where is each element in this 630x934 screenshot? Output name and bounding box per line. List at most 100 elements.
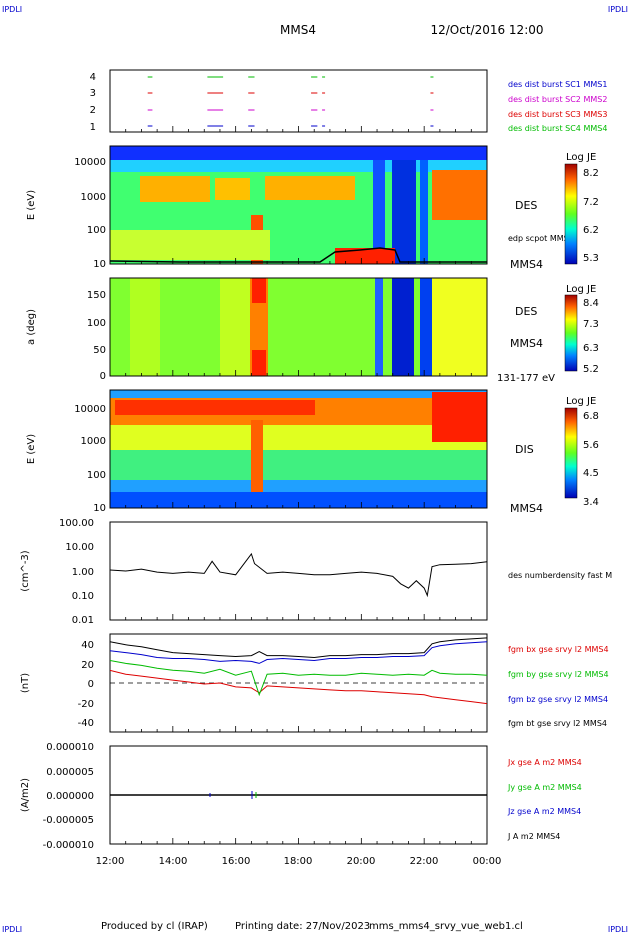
current-ylabel: (A/m2) bbox=[20, 778, 31, 812]
burst-legend-mms1: des dist burst SC1 MMS1 bbox=[508, 80, 607, 89]
des-energy-dropout-3 bbox=[420, 160, 428, 264]
pitch-ytick-0: 0 bbox=[100, 371, 106, 382]
x-tick-1200: 12:00 bbox=[96, 856, 125, 867]
dis-cbar-tick-2: 4.5 bbox=[583, 468, 599, 479]
fgm-bz-line bbox=[110, 641, 487, 664]
current-ytick-1: 0.000005 bbox=[46, 767, 94, 778]
fgm-panel: (nT) 40 20 0 -20 -40 fgm bx gse srvy l2 … bbox=[20, 633, 609, 733]
pitch-cbar-tick-2: 6.3 bbox=[583, 343, 599, 354]
current-ytick-0: 0.000010 bbox=[46, 742, 94, 753]
scpot-line bbox=[110, 247, 487, 263]
fgm-bx-line bbox=[110, 669, 487, 705]
current-legend-jy: Jy gse A m2 MMS4 bbox=[507, 783, 582, 792]
dis-cbar-label: Log JE bbox=[566, 396, 596, 407]
density-panel: (cm^-3) 100.00 10.00 1.00 0.10 0.01 des … bbox=[20, 518, 612, 626]
pitch-ylabel: a (deg) bbox=[26, 309, 37, 345]
fgm-bt-line bbox=[110, 637, 487, 659]
dis-cbar-tick-0: 6.8 bbox=[583, 411, 599, 422]
fgm-ytick-m20: -20 bbox=[78, 699, 94, 710]
dis-colorbar bbox=[564, 407, 578, 499]
density-ytick-10: 10.00 bbox=[65, 542, 94, 553]
fgm-legend-bx: fgm bx gse srvy l2 MMS4 bbox=[508, 645, 609, 654]
des-energy-top-band bbox=[110, 146, 487, 160]
burst-legend-mms3: des dist burst SC3 MMS3 bbox=[508, 110, 607, 119]
footer-script: mms_mms4_srvy_vue_web1.cl bbox=[369, 921, 523, 932]
x-tick-1400: 14:00 bbox=[159, 856, 188, 867]
dis-right-label: DIS bbox=[515, 443, 534, 456]
pitch-hot-core-bot bbox=[252, 350, 266, 376]
pitch-ytick-50: 50 bbox=[93, 345, 106, 356]
dis-cbar-tick-3: 3.4 bbox=[583, 497, 599, 508]
burst-legend-mms4: des dist burst SC4 MMS4 bbox=[508, 124, 607, 133]
pitch-dropout-3 bbox=[420, 278, 432, 376]
fgm-ytick-40: 40 bbox=[81, 640, 94, 651]
dis-ytick-10: 10 bbox=[93, 503, 106, 514]
des-energy-ylabel: E (eV) bbox=[26, 190, 37, 220]
pitch-ytick-100: 100 bbox=[87, 318, 106, 329]
fgm-ytick-m40: -40 bbox=[78, 718, 94, 729]
page-title: MMS4 bbox=[280, 23, 316, 37]
des-energy-hot-band-2 bbox=[215, 178, 250, 200]
dis-ylabel: E (eV) bbox=[26, 434, 37, 464]
des-pitch-panel: a (deg) 150 100 50 0 DES MMS4 131-177 eV… bbox=[26, 277, 599, 384]
burst-marks bbox=[147, 76, 434, 127]
footer-produced: Produced by cl (IRAP) bbox=[101, 921, 208, 932]
scpot-label: edp scpot MMS4 bbox=[508, 234, 574, 243]
burst-panel: 4 3 2 1 des dist burst SC1 MMS1 des dist… bbox=[90, 69, 607, 133]
dis-right-label2: MMS4 bbox=[510, 502, 543, 515]
des-energy-low-band bbox=[110, 230, 270, 260]
x-tick-1600: 16:00 bbox=[222, 856, 251, 867]
dis-energy-panel: E (eV) 10000 1000 100 10 DIS MMS4 Log JE… bbox=[26, 389, 599, 515]
page-datetime: 12/Oct/2016 12:00 bbox=[430, 23, 543, 37]
burst-ytick-4: 4 bbox=[90, 72, 96, 83]
pitch-cbar-label: Log JE bbox=[566, 284, 596, 295]
pitch-late-band bbox=[432, 278, 487, 376]
pitch-dropout-2 bbox=[392, 278, 414, 376]
dis-spike bbox=[251, 420, 263, 500]
density-frame bbox=[109, 521, 488, 621]
des-energy-right-label2: MMS4 bbox=[510, 258, 543, 271]
pitch-band-1 bbox=[130, 278, 160, 376]
des-energy-cbar-label: Log JE bbox=[566, 152, 596, 163]
dis-ytick-1000: 1000 bbox=[81, 436, 106, 447]
current-ytick-2: 0.000000 bbox=[46, 791, 94, 802]
corner-label-tr: IPDLI bbox=[608, 5, 628, 14]
des-energy-hot-band-3 bbox=[265, 176, 355, 200]
x-tick-2200: 22:00 bbox=[410, 856, 439, 867]
des-energy-cbar-tick-2: 6.2 bbox=[583, 225, 599, 236]
dis-band-yellow bbox=[110, 425, 487, 450]
x-tick-1800: 18:00 bbox=[284, 856, 313, 867]
current-ytick-4: -0.000010 bbox=[43, 840, 94, 851]
density-ytick-100: 100.00 bbox=[59, 518, 94, 529]
x-tick-marks bbox=[109, 126, 488, 844]
pitch-energy-range: 131-177 eV bbox=[497, 373, 555, 384]
des-energy-cbar-tick-0: 8.2 bbox=[583, 168, 599, 179]
pitch-band-2 bbox=[220, 278, 250, 376]
pitch-colorbar bbox=[564, 294, 578, 372]
des-energy-ytick-100: 100 bbox=[87, 225, 106, 236]
current-legend-jz: Jz gse A m2 MMS4 bbox=[507, 807, 581, 816]
pitch-dropout-1 bbox=[375, 278, 383, 376]
corner-label-bl: IPDLI bbox=[2, 925, 22, 934]
density-series-label: des numberdensity fast M bbox=[508, 571, 612, 580]
burst-ytick-2: 2 bbox=[90, 105, 96, 116]
pitch-cbar-tick-0: 8.4 bbox=[583, 298, 599, 309]
x-axis-ticks: 12:00 14:00 16:00 18:00 20:00 22:00 00:0… bbox=[96, 856, 502, 867]
dis-bottom-band bbox=[110, 492, 487, 508]
footer-printing: Printing date: 27/Nov/2023 bbox=[235, 921, 370, 932]
des-energy-ytick-1000: 1000 bbox=[81, 192, 106, 203]
des-energy-hot-band-1 bbox=[140, 176, 210, 202]
dis-band-red bbox=[115, 400, 315, 415]
fgm-legend-bt: fgm bt gse srvy l2 MMS4 bbox=[508, 719, 607, 728]
density-ylabel: (cm^-3) bbox=[20, 550, 31, 591]
pitch-cbar-tick-1: 7.3 bbox=[583, 319, 599, 330]
fgm-ytick-20: 20 bbox=[81, 660, 94, 671]
des-energy-colorbar bbox=[564, 163, 578, 265]
fgm-ytick-0: 0 bbox=[88, 679, 94, 690]
burst-legend-mms2: des dist burst SC2 MMS2 bbox=[508, 95, 607, 104]
dis-cbar-tick-1: 5.6 bbox=[583, 440, 599, 451]
des-energy-cbar-tick-1: 7.2 bbox=[583, 197, 599, 208]
des-energy-hot-band-4 bbox=[432, 170, 487, 220]
pitch-ytick-150: 150 bbox=[87, 290, 106, 301]
